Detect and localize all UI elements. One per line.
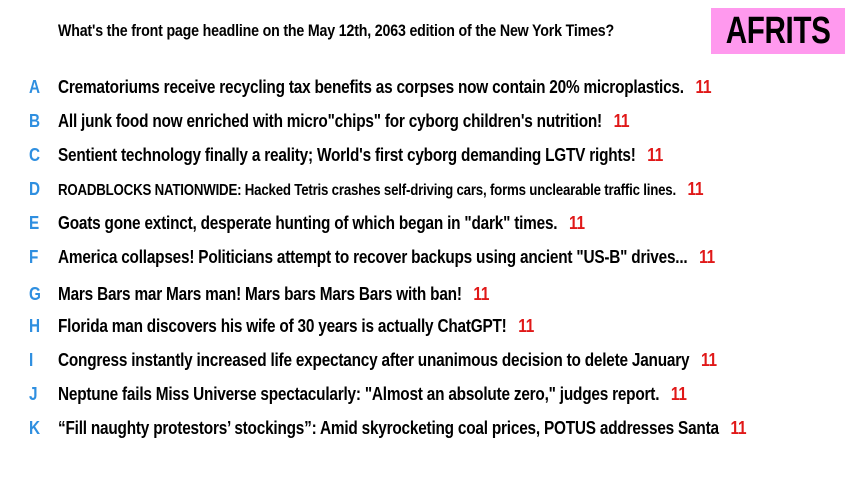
- answer-text: Sentient technology finally a reality; W…: [58, 144, 636, 165]
- answer-letter: B: [29, 110, 41, 131]
- answer-line: ROADBLOCKS NATIONWIDE: Hacked Tetris cra…: [58, 178, 704, 200]
- answer-line: Congress instantly increased life expect…: [58, 349, 717, 371]
- answer-text: All junk food now enriched with micro"ch…: [58, 110, 602, 131]
- answer-score: 11: [700, 349, 717, 370]
- answer-row: B All junk food now enriched with micro"…: [0, 108, 853, 134]
- question-text: What's the front page headline on the Ma…: [58, 22, 615, 40]
- answer-row: C Sentient technology finally a reality;…: [0, 142, 853, 168]
- answer-row: I Congress instantly increased life expe…: [0, 347, 853, 373]
- answer-letter: H: [29, 315, 41, 336]
- answer-line: Crematoriums receive recycling tax benef…: [58, 76, 711, 98]
- answer-letter: J: [29, 383, 38, 404]
- answer-row: H Florida man discovers his wife of 30 y…: [0, 313, 853, 339]
- answer-score: 11: [695, 76, 712, 97]
- answer-row: D ROADBLOCKS NATIONWIDE: Hacked Tetris c…: [0, 176, 853, 202]
- answer-line: All junk food now enriched with micro"ch…: [58, 110, 630, 132]
- answer-letter: I: [29, 349, 34, 370]
- answer-line: Mars Bars mar Mars man! Mars bars Mars B…: [58, 283, 489, 305]
- answer-score: 11: [613, 110, 630, 131]
- team-badge-label: AFRITS: [725, 9, 831, 52]
- answer-score: 11: [699, 246, 715, 267]
- answer-letter: A: [29, 76, 41, 97]
- answer-line: “Fill naughty protestors’ stockings”: Am…: [58, 417, 746, 439]
- answer-letter: G: [29, 283, 41, 304]
- answer-line: Sentient technology finally a reality; W…: [58, 144, 663, 166]
- answer-row: A Crematoriums receive recycling tax ben…: [0, 74, 853, 100]
- answer-line: Neptune fails Miss Universe spectacularl…: [58, 383, 687, 405]
- answer-score: 11: [518, 315, 535, 336]
- answer-score: 11: [670, 383, 687, 404]
- answer-row: K “Fill naughty protestors’ stockings”: …: [0, 415, 853, 441]
- answer-row: J Neptune fails Miss Universe spectacula…: [0, 381, 853, 407]
- answer-score: 11: [568, 212, 585, 233]
- answer-letter: K: [29, 417, 41, 438]
- answer-text: ROADBLOCKS NATIONWIDE: Hacked Tetris cra…: [58, 182, 676, 199]
- answer-score: 11: [687, 178, 704, 199]
- answer-text: Crematoriums receive recycling tax benef…: [58, 76, 684, 97]
- answer-line: Florida man discovers his wife of 30 yea…: [58, 315, 534, 337]
- answer-letter: C: [29, 144, 41, 165]
- answer-text: America collapses! Politicians attempt t…: [58, 246, 688, 267]
- answer-line: Goats gone extinct, desperate hunting of…: [58, 212, 585, 234]
- answer-row: E Goats gone extinct, desperate hunting …: [0, 210, 853, 236]
- answer-text: Goats gone extinct, desperate hunting of…: [58, 212, 558, 233]
- answer-score: 11: [647, 144, 664, 165]
- answer-letter: F: [29, 246, 39, 267]
- answer-letter: D: [29, 178, 41, 199]
- team-badge: AFRITS: [711, 8, 845, 54]
- answer-text: Mars Bars mar Mars man! Mars bars Mars B…: [58, 283, 462, 304]
- answer-text: Congress instantly increased life expect…: [58, 349, 690, 370]
- answer-score: 11: [730, 417, 747, 438]
- answer-text: Florida man discovers his wife of 30 yea…: [58, 315, 507, 336]
- answer-score: 11: [473, 283, 490, 304]
- answer-letter: E: [29, 212, 40, 233]
- answer-row: F America collapses! Politicians attempt…: [0, 244, 853, 270]
- answer-row: G Mars Bars mar Mars man! Mars bars Mars…: [0, 281, 853, 307]
- answer-text: Neptune fails Miss Universe spectacularl…: [58, 383, 660, 404]
- answer-line: America collapses! Politicians attempt t…: [58, 246, 715, 268]
- answer-text: “Fill naughty protestors’ stockings”: Am…: [58, 417, 719, 438]
